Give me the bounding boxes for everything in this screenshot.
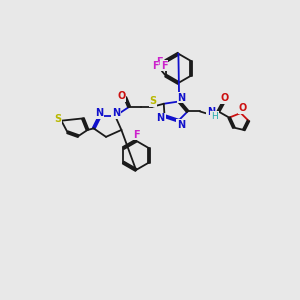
Text: N: N: [207, 107, 215, 117]
Text: S: S: [149, 96, 157, 106]
Text: S: S: [54, 114, 61, 124]
Text: N: N: [112, 108, 120, 118]
Text: F: F: [161, 61, 167, 70]
Text: H: H: [211, 112, 218, 121]
Text: N: N: [177, 119, 185, 130]
Text: N: N: [157, 113, 165, 123]
Text: N: N: [177, 93, 185, 103]
Text: O: O: [117, 91, 125, 101]
Text: O: O: [239, 103, 247, 113]
Text: O: O: [220, 93, 229, 103]
Text: N: N: [95, 108, 103, 118]
Text: F: F: [133, 130, 140, 140]
Text: F: F: [152, 61, 158, 71]
Text: F: F: [156, 57, 163, 67]
